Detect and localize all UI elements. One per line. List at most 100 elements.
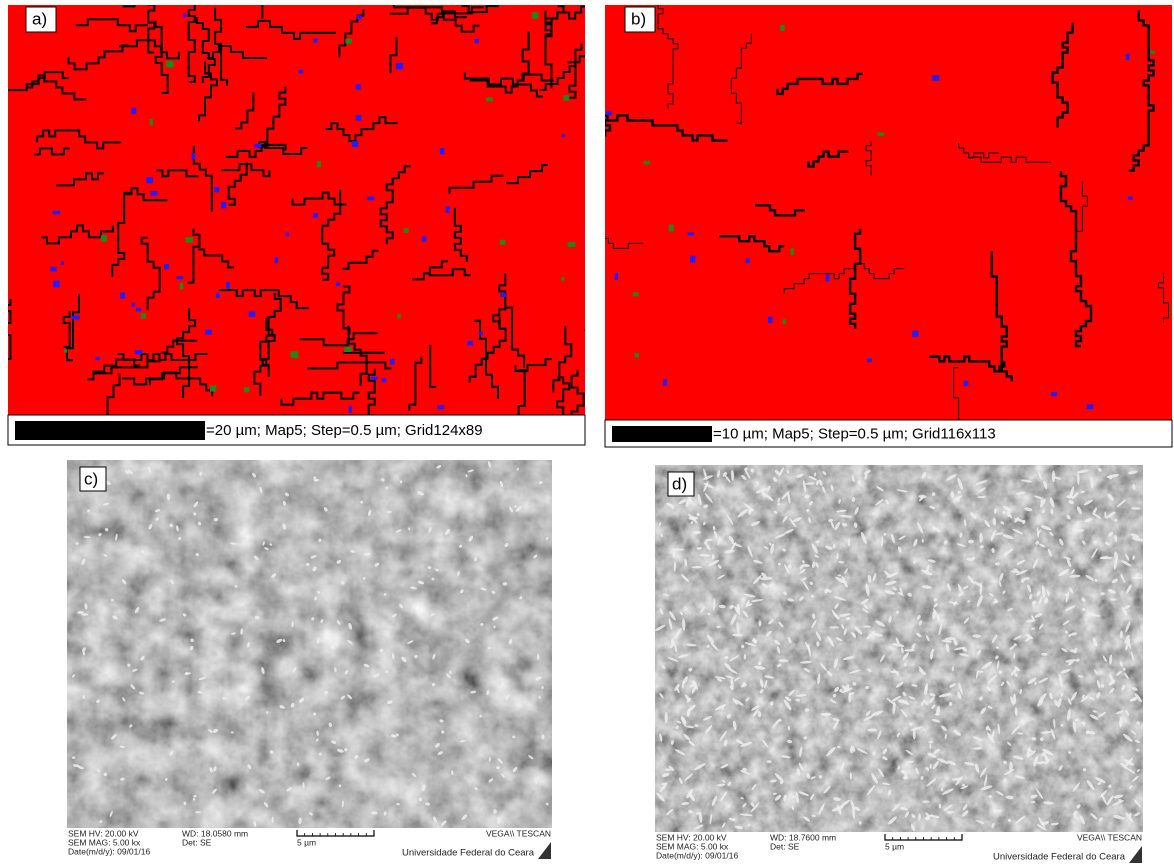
phase-spot bbox=[912, 331, 918, 337]
info-date: Date(m/d/y): 09/01/16 bbox=[68, 846, 150, 856]
phase-spot bbox=[669, 225, 674, 232]
phase-spot bbox=[226, 282, 229, 289]
phase-spot bbox=[371, 377, 378, 380]
precipitate bbox=[904, 649, 914, 652]
phase-spot bbox=[275, 257, 278, 263]
phase-spot bbox=[561, 277, 564, 281]
phase-spot bbox=[615, 273, 618, 280]
phase-spot bbox=[397, 314, 401, 318]
phase-spot bbox=[826, 275, 830, 282]
phase-spot bbox=[254, 144, 261, 148]
info-det: Det: SE bbox=[770, 841, 800, 851]
phase-spot bbox=[349, 406, 352, 413]
precipitate bbox=[692, 531, 700, 534]
phase-spot bbox=[783, 319, 786, 324]
phase-spot bbox=[50, 267, 56, 272]
phase-spot bbox=[644, 161, 650, 165]
phase-spot bbox=[146, 177, 153, 183]
phase-spot bbox=[53, 211, 60, 215]
phase-spot bbox=[177, 276, 184, 279]
phase-spot bbox=[344, 347, 351, 352]
phase-spot bbox=[404, 228, 409, 233]
precipitate bbox=[867, 729, 877, 732]
phase-spot bbox=[396, 63, 403, 69]
phase-spot bbox=[446, 206, 450, 213]
precipitate bbox=[979, 533, 982, 543]
grain-boundary bbox=[34, 148, 70, 154]
panel-label: b) bbox=[631, 9, 646, 28]
phase-spot bbox=[345, 39, 351, 44]
phase-spot bbox=[633, 292, 639, 296]
phase-spot bbox=[634, 353, 639, 357]
phase-spot bbox=[568, 242, 576, 247]
phase-spot bbox=[932, 75, 939, 81]
phase-spot bbox=[192, 153, 196, 159]
info-institution: Universidade Federal do Ceara bbox=[993, 852, 1126, 863]
phase-spot bbox=[500, 293, 506, 297]
phase-spot bbox=[780, 25, 784, 31]
phase-spot bbox=[95, 357, 100, 360]
phase-spot bbox=[132, 303, 135, 307]
info-det: Det: SE bbox=[182, 837, 212, 847]
phase-spot bbox=[877, 132, 884, 135]
phase-spot bbox=[964, 381, 969, 386]
phase-spot bbox=[1128, 196, 1133, 199]
phase-spot bbox=[298, 70, 303, 74]
phase-spot bbox=[286, 232, 289, 236]
phase-spot bbox=[141, 313, 146, 318]
precipitate bbox=[1052, 471, 1055, 483]
phase-spot bbox=[180, 283, 184, 289]
panels: =20 µm; Map5; Step=0.5 µm; Grid124x89a)=… bbox=[0, 0, 1172, 865]
phase-spot bbox=[688, 232, 694, 235]
phase-spot bbox=[131, 108, 136, 115]
phase-spot bbox=[663, 379, 667, 385]
scale-caption: =20 µm; Map5; Step=0.5 µm; Grid124x89 bbox=[206, 422, 483, 439]
phase-spot bbox=[867, 358, 872, 362]
phase-spot bbox=[183, 13, 186, 17]
phase-spot bbox=[467, 341, 473, 346]
phase-spot bbox=[136, 308, 141, 312]
panel-label: d) bbox=[672, 474, 687, 493]
phase-spot bbox=[479, 331, 483, 334]
phase-spot bbox=[1051, 392, 1057, 396]
phase-spot bbox=[72, 316, 80, 320]
phase-spot bbox=[422, 236, 427, 241]
info-institution: Universidade Federal do Ceara bbox=[402, 848, 535, 859]
phase-spot bbox=[437, 405, 444, 409]
phase-spot bbox=[746, 258, 750, 263]
info-brand: VEGA\\ TESCAN bbox=[1077, 832, 1142, 842]
phase-spot bbox=[164, 264, 169, 269]
phase-spot bbox=[440, 148, 445, 154]
ebsd-map: =10 µm; Map5; Step=0.5 µm; Grid116x113 b) bbox=[493, 0, 1172, 473]
precipitate bbox=[386, 670, 388, 673]
phase-spot bbox=[1087, 404, 1094, 409]
phase-spot bbox=[336, 283, 340, 286]
phase-spot bbox=[500, 240, 505, 245]
phase-spot bbox=[390, 359, 395, 365]
sem-texture bbox=[655, 465, 1143, 832]
phase-spot bbox=[150, 119, 153, 126]
phase-spot bbox=[367, 197, 374, 201]
info-scale: 5 µm bbox=[297, 837, 316, 847]
phase-spot bbox=[221, 202, 226, 208]
phase-spot bbox=[475, 39, 479, 43]
phase-spot bbox=[135, 350, 142, 354]
precipitate bbox=[141, 550, 144, 553]
phase-spot bbox=[101, 235, 107, 242]
scale-bar bbox=[612, 426, 712, 442]
phase-spot bbox=[532, 12, 539, 18]
phase-spot bbox=[244, 387, 249, 392]
phase-spot bbox=[486, 97, 493, 101]
precipitate bbox=[821, 713, 832, 716]
precipitate bbox=[1013, 694, 1016, 705]
ebsd-map: =20 µm; Map5; Step=0.5 µm; Grid124x89a) bbox=[0, 0, 658, 461]
scale-caption: =10 µm; Map5; Step=0.5 µm; Grid116x113 bbox=[713, 425, 996, 442]
phase-spot bbox=[768, 317, 773, 323]
phase-spot bbox=[562, 134, 565, 137]
info-brand: VEGA\\ TESCAN bbox=[486, 828, 551, 838]
info-scale: 5 µm bbox=[885, 841, 904, 851]
precipitate bbox=[255, 616, 259, 619]
phase-spot bbox=[214, 187, 219, 192]
phase-spot bbox=[381, 378, 386, 382]
